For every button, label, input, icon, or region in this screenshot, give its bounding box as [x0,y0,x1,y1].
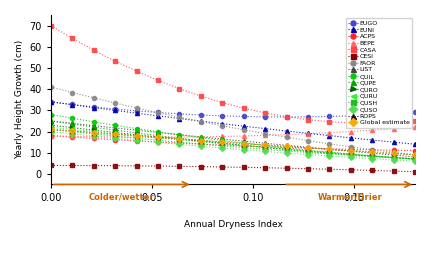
Legend: EUGO, EUNI, ACPS, BEPE, CASA, CESI, FAOR, LIST, QUIL, QUPE, QURO, QURU, QUSH, QU: EUGO, EUNI, ACPS, BEPE, CASA, CESI, FAOR… [346,18,412,128]
Text: Colder/wetter: Colder/wetter [89,193,154,202]
Text: Warmer/Drier: Warmer/Drier [318,193,383,202]
X-axis label: Annual Dryness Index: Annual Dryness Index [184,220,283,229]
Y-axis label: Yearly Height Growth (cm): Yearly Height Growth (cm) [15,40,24,159]
